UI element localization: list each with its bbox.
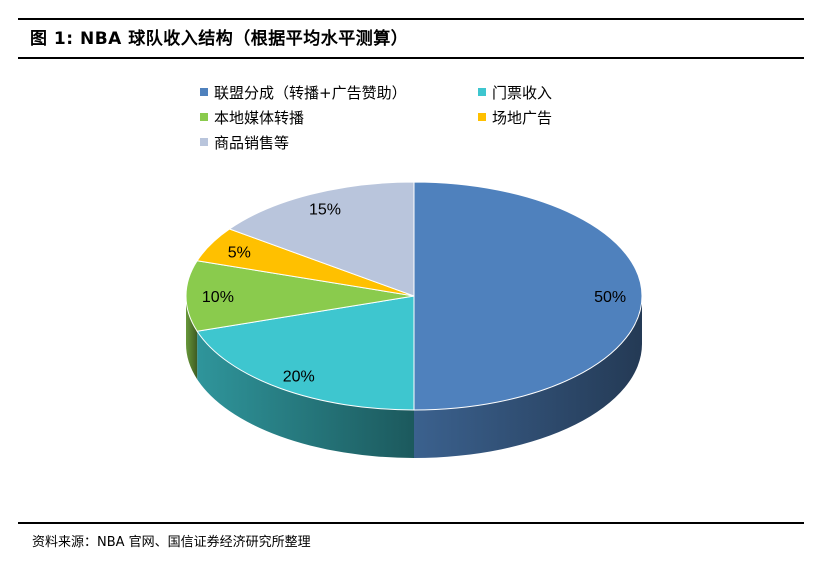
- title-bottom-rule: [18, 57, 804, 59]
- pie-slice-4: [228, 181, 415, 297]
- data-label-4: 15%: [309, 202, 341, 219]
- legend-label-0: 联盟分成（转播+广告赞助）: [214, 84, 407, 102]
- data-label-2: 10%: [202, 289, 234, 306]
- legend-swatch-1: [478, 88, 486, 96]
- legend-swatch-0: [200, 88, 208, 96]
- pie-side-1: [197, 331, 414, 458]
- legend-swatch-3: [478, 113, 486, 121]
- legend-swatch-4: [200, 138, 208, 146]
- figure-title: 图 1: NBA 球队收入结构（根据平均水平测算）: [30, 29, 409, 49]
- data-label-1: 20%: [283, 368, 315, 385]
- title-top-rule: [18, 18, 804, 20]
- data-label-0: 50%: [594, 289, 626, 306]
- pie-slice-0: [413, 181, 643, 411]
- pie-side-2: [186, 296, 198, 380]
- source-note: 资料来源：NBA 官网、国信证券经济研究所整理: [32, 535, 311, 550]
- legend-label-1: 门票收入: [492, 84, 552, 102]
- legend-swatch-2: [200, 113, 208, 121]
- legend-label-2: 本地媒体转播: [214, 109, 304, 127]
- pie-slice-1: [196, 295, 415, 411]
- legend-label-3: 场地广告: [492, 109, 552, 127]
- source-rule: [18, 522, 804, 524]
- pie-side-0: [414, 296, 642, 458]
- pie-slice-2: [185, 260, 415, 332]
- legend-label-4: 商品销售等: [214, 134, 289, 152]
- data-label-3: 5%: [228, 244, 251, 261]
